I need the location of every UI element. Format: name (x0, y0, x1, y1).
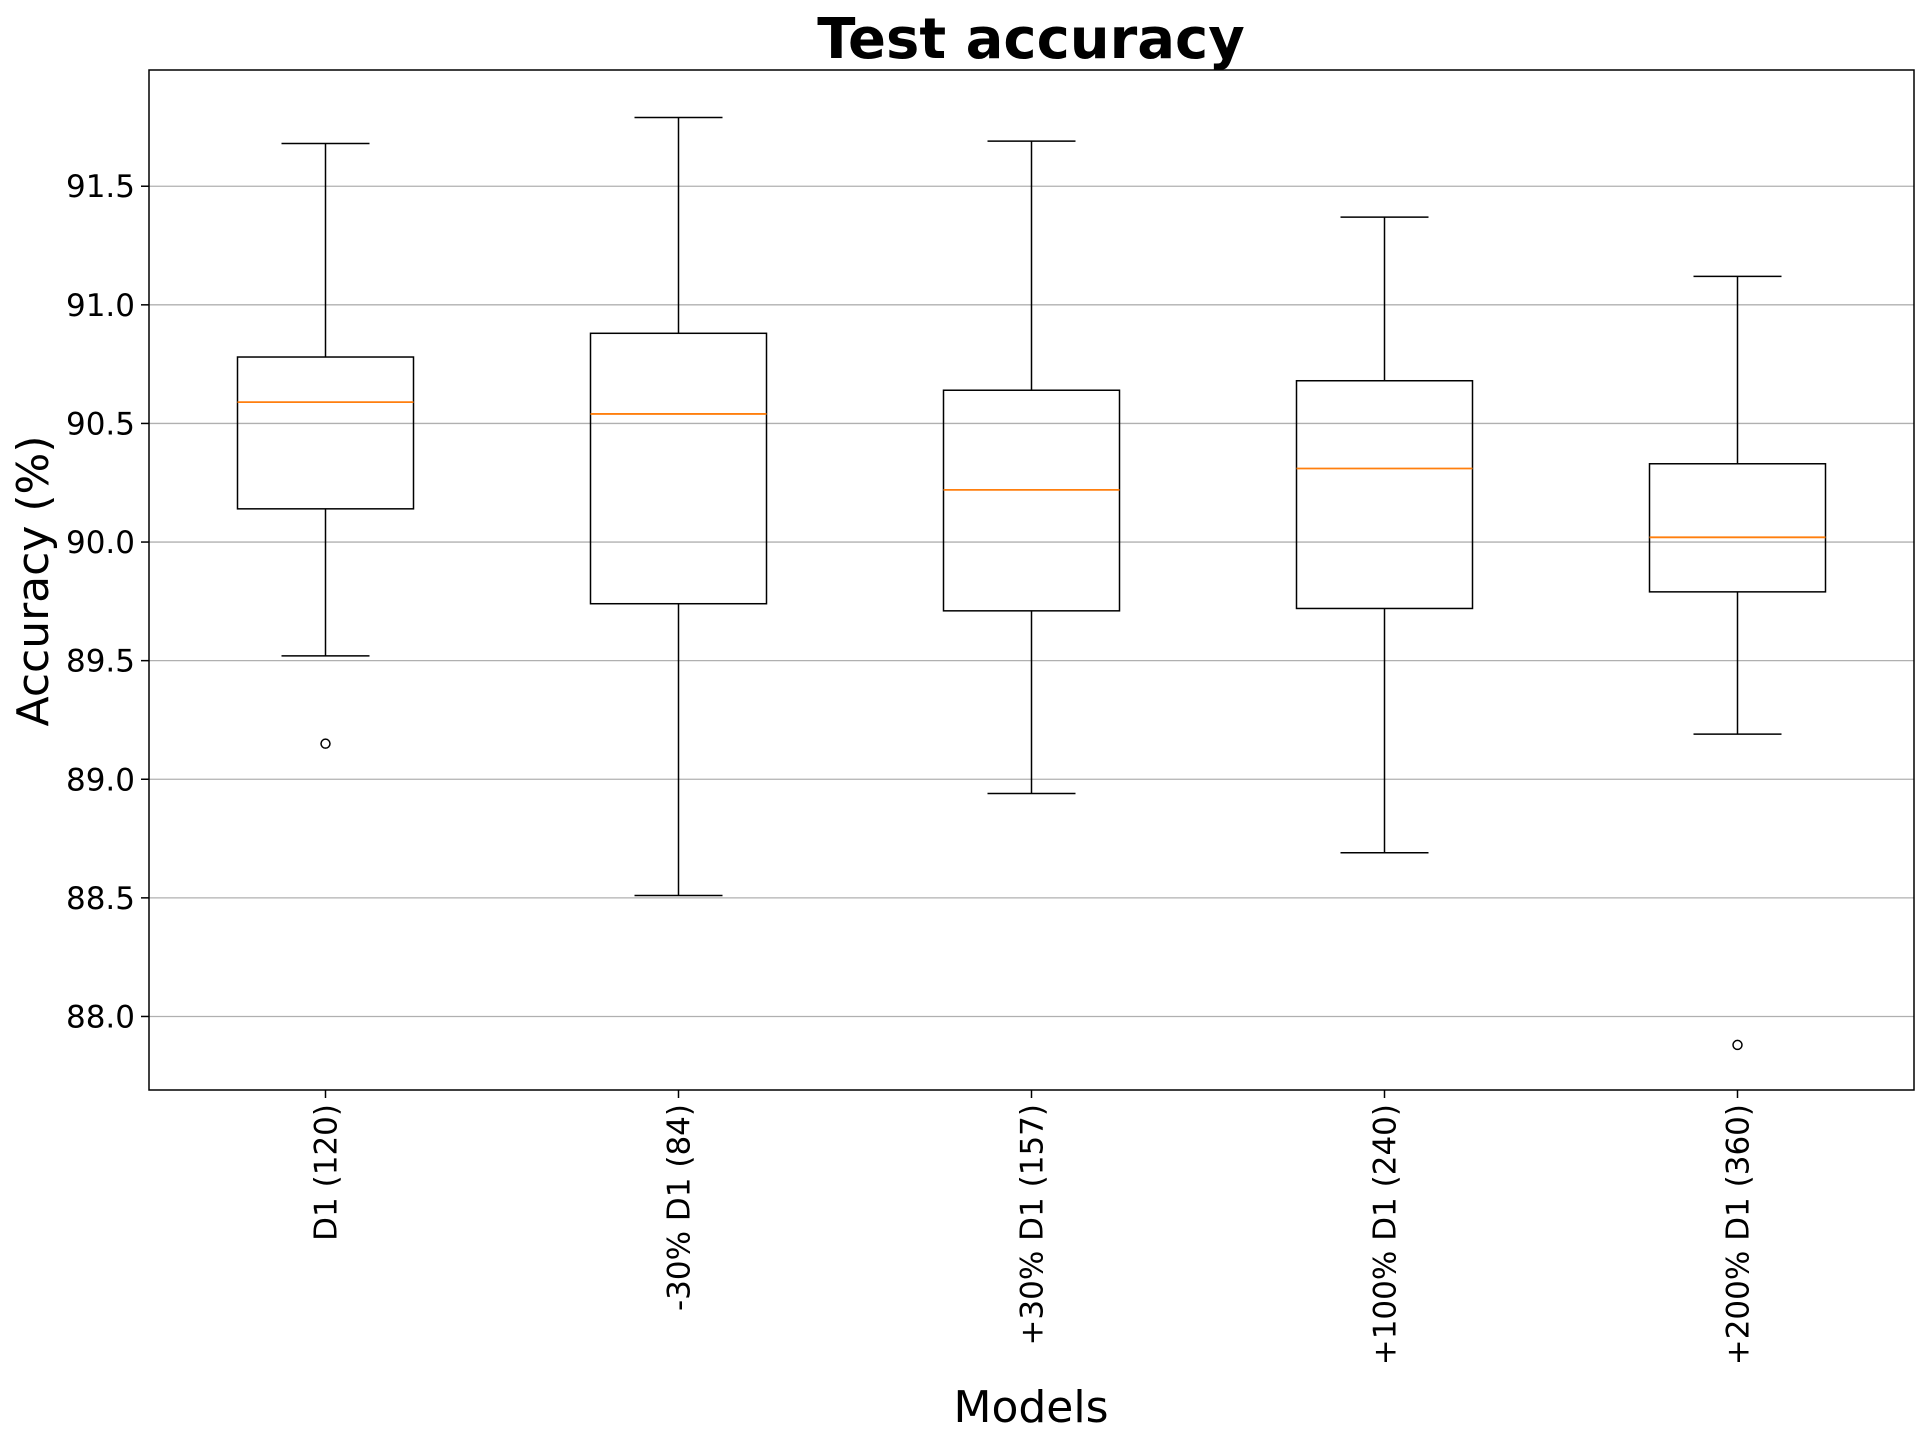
box-group (1648, 275, 1827, 1051)
box-iqr (1648, 463, 1827, 593)
x-axis-label: Models (953, 1382, 1108, 1433)
x-axis-ticks: D1 (120) -30% D1 (84) +30% D1 (157) +100% D… (309, 1090, 1757, 1365)
box-iqr (589, 332, 768, 605)
y-tick-label: 91.0 (66, 288, 135, 324)
x-tick-label: +100% D1 (240) (1368, 1104, 1404, 1365)
y-tick-label: 88.5 (66, 881, 135, 917)
box-group (589, 116, 768, 897)
box-group (236, 142, 415, 749)
x-tick-label: -30% D1 (84) (662, 1104, 698, 1311)
outlier-point (320, 738, 331, 749)
x-tick-label: +200% D1 (360) (1721, 1104, 1757, 1365)
box-iqr (942, 389, 1121, 612)
y-tick-label: 89.5 (66, 644, 135, 680)
x-tick-label: D1 (120) (309, 1104, 345, 1241)
y-tick-label: 90.0 (66, 525, 135, 561)
y-tick-label: 89.0 (66, 762, 135, 798)
box-group (1295, 216, 1474, 854)
box-iqr (236, 356, 415, 510)
y-axis-ticks: 88.0 88.5 89.0 89.5 90.0 90.5 91.0 91.5 (66, 169, 149, 1035)
box-group (942, 140, 1121, 795)
chart-title: Test accuracy (817, 7, 1245, 72)
y-tick-label: 90.5 (66, 406, 135, 442)
y-tick-label: 88.0 (66, 999, 135, 1035)
y-tick-label: 91.5 (66, 169, 135, 205)
box-iqr (1295, 379, 1474, 610)
y-axis-label: Accuracy (%) (8, 435, 59, 726)
box-series (236, 116, 1827, 1051)
x-tick-label: +30% D1 (157) (1015, 1104, 1051, 1346)
outlier-point (1732, 1039, 1743, 1051)
